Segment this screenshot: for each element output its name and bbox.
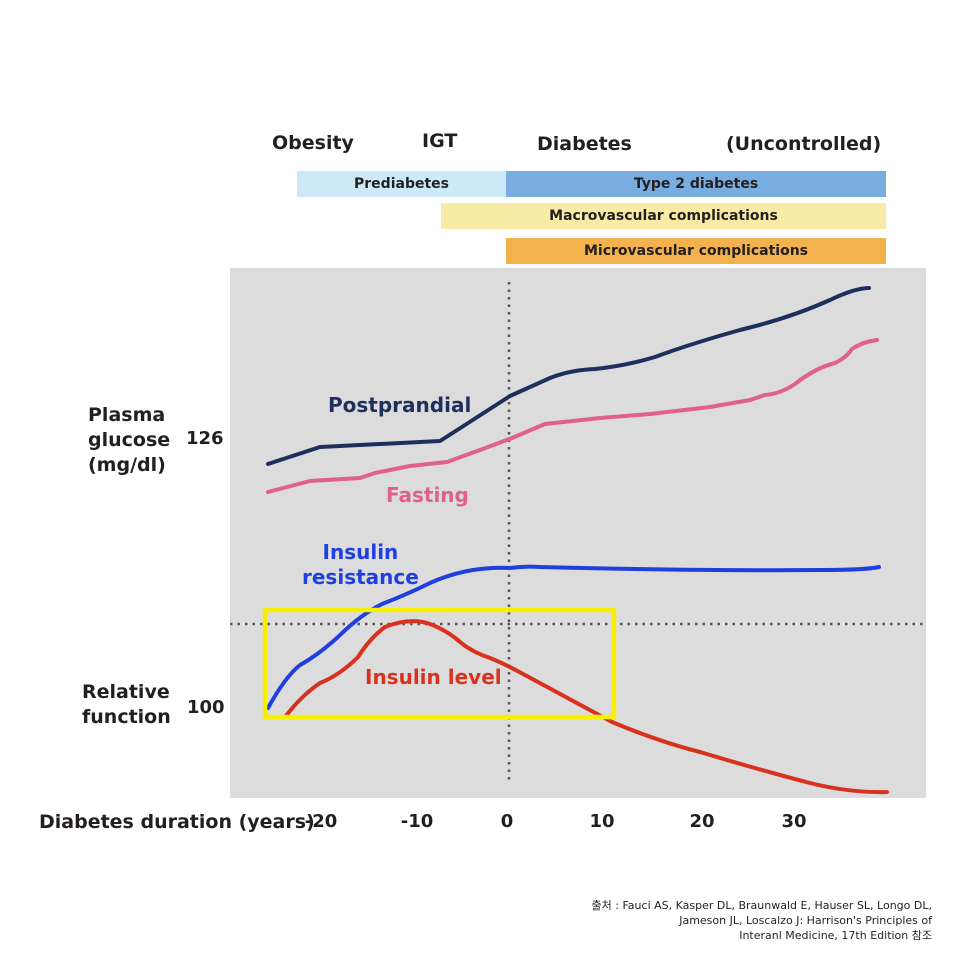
bar-prediabetes: Prediabetes (297, 171, 506, 197)
plasma-glucose-label-line3: (mg/dl) (88, 454, 166, 476)
relative-function-label-line1: Relative (82, 681, 170, 703)
glucose-126-value: 126 (186, 428, 224, 449)
postprandial-curve (266, 286, 871, 466)
insulin-level-curve (283, 619, 889, 795)
x-tick-label: 10 (589, 811, 615, 832)
phase-igt: IGT (422, 130, 458, 152)
source-line: 출처 : Fauci AS, Kasper DL, Braunwald E, H… (591, 899, 932, 912)
plot-area (230, 268, 926, 798)
x-tick-label: -10 (400, 811, 434, 832)
highlight-box (262, 607, 617, 720)
relative-function-label-line2: function (82, 706, 171, 728)
bar-type2-diabetes: Type 2 diabetes (506, 171, 886, 197)
insulin-level-label: Insulin level (365, 665, 502, 689)
x-axis-title: Diabetes duration (years) (39, 811, 315, 833)
bar-microvascular-complications: Microvascular complications (506, 238, 886, 264)
insulin-resistance-label: Insulin resistance (302, 540, 419, 590)
plasma-glucose-label-line2: glucose (88, 429, 171, 451)
phase-uncontrolled: (Uncontrolled) (726, 133, 882, 155)
plasma-glucose-axis-label: Plasma glucose (mg/dl) (88, 403, 170, 478)
x-tick-label: -20 (304, 811, 338, 832)
insulin-resistance-label-line1: Insulin (322, 540, 399, 564)
bar-macrovascular-complications: Macrovascular complications (441, 203, 886, 229)
relative-function-axis-label: Relative function (82, 680, 171, 730)
source-line: Jameson JL, Loscalzo J: Harrison's Princ… (679, 914, 932, 927)
x-tick-label: 20 (689, 811, 715, 832)
phase-obesity: Obesity (272, 132, 354, 154)
source-citation: 출처 : Fauci AS, Kasper DL, Braunwald E, H… (592, 898, 932, 943)
function-100-value: 100 (187, 697, 225, 718)
x-tick-label: 0 (500, 811, 514, 832)
fasting-curve (266, 338, 879, 494)
x-tick-label: 30 (781, 811, 807, 832)
fasting-label: Fasting (386, 483, 469, 507)
source-line: Interanl Medicine, 17th Edition 참조 (739, 929, 932, 942)
insulin-resistance-curve (266, 564, 881, 710)
phase-diabetes: Diabetes (537, 133, 632, 155)
plasma-glucose-label-line1: Plasma (88, 404, 166, 426)
postprandial-label: Postprandial (328, 393, 472, 417)
insulin-resistance-label-line2: resistance (302, 565, 419, 589)
